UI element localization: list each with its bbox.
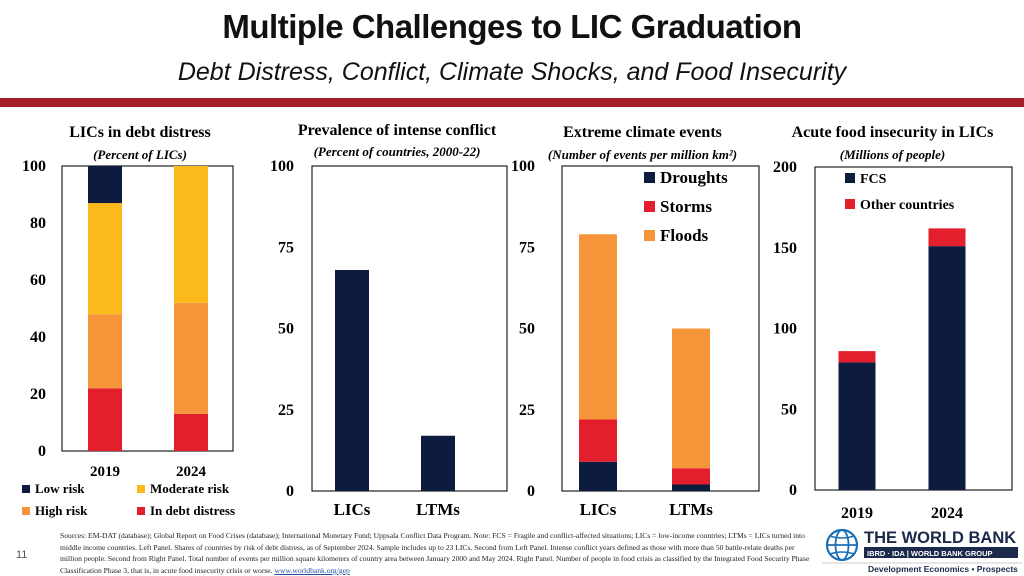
x-category-label: 2024 — [931, 505, 963, 522]
bar-segment — [174, 302, 208, 414]
bar-segment — [928, 228, 966, 247]
y-tick-label: 25 — [278, 402, 294, 419]
y-tick-label: 50 — [519, 321, 535, 338]
legend-label: In debt distress — [150, 503, 236, 518]
legend-label: High risk — [35, 503, 88, 518]
logo-sub: IBRD · IDA | WORLD BANK GROUP — [867, 549, 993, 558]
sources-text: Sources: EM-DAT (database); Global Repor… — [60, 531, 810, 575]
world-bank-logo: THE WORLD BANK IBRD · IDA | WORLD BANK G… — [822, 528, 1022, 574]
legend-label: Low risk — [35, 481, 85, 496]
title-rule — [0, 98, 1024, 107]
legend-label: Moderate risk — [150, 481, 230, 496]
panel-4-units: (Millions of people) — [839, 147, 946, 162]
y-tick-label: 0 — [527, 483, 535, 500]
y-tick-label: 100 — [22, 158, 46, 175]
plot-frame — [61, 165, 234, 452]
y-tick-label: 60 — [30, 272, 46, 289]
legend-swatch — [644, 230, 655, 241]
x-category-label: 2019 — [90, 464, 120, 480]
bar-segment — [838, 362, 876, 490]
panel-3-title: Extreme climate events — [563, 124, 722, 141]
bar-segment — [88, 388, 122, 451]
bar-segment — [672, 328, 710, 469]
legend-label: Storms — [660, 197, 712, 216]
y-tick-label: 50 — [278, 321, 294, 338]
legend-item-in-debt-distress: In debt distress — [137, 503, 235, 519]
legend-swatch — [137, 485, 145, 493]
y-tick-label: 100 — [270, 158, 294, 175]
panel-1-title: LICs in debt distress — [69, 124, 211, 141]
x-category-label: LICs — [334, 500, 371, 519]
bar-segment — [838, 351, 876, 363]
x-category-label: 2019 — [841, 505, 873, 522]
plot-frame — [311, 165, 508, 492]
bar-segment — [421, 435, 455, 491]
bar-segment — [174, 166, 208, 303]
y-tick-label: 0 — [38, 443, 46, 460]
legend-label: Droughts — [660, 168, 728, 187]
panel-4-title: Acute food insecurity in LICs — [791, 124, 994, 141]
logo-name: THE WORLD BANK — [864, 529, 1016, 547]
slide-title: Multiple Challenges to LIC Graduation — [222, 8, 802, 45]
y-tick-label: 0 — [286, 483, 294, 500]
globe-icon — [825, 528, 859, 562]
bar-segment — [174, 413, 208, 451]
x-category-label: LICs — [580, 500, 617, 519]
legend-swatch — [845, 173, 855, 183]
legend-item-moderate-risk: Moderate risk — [137, 481, 229, 497]
x-category-label: LTMs — [669, 500, 713, 519]
y-tick-label: 100 — [511, 158, 535, 175]
panel-3-units: (Number of events per million km²) — [547, 147, 738, 162]
sources-note: Sources: EM-DAT (database); Global Repor… — [60, 530, 815, 576]
bar-segment — [335, 270, 369, 491]
y-tick-label: 75 — [278, 239, 294, 256]
legend-swatch — [845, 199, 855, 209]
bar-segment — [579, 234, 617, 420]
x-category-label: LTMs — [416, 500, 460, 519]
legend-swatch — [644, 172, 655, 183]
bar-segment — [88, 314, 122, 389]
slide-subtitle: Debt Distress, Conflict, Climate Shocks,… — [177, 58, 847, 86]
y-tick-label: 75 — [519, 239, 535, 256]
panel-2-units: (Percent of countries, 2000-22) — [313, 144, 481, 159]
plot-frame — [814, 166, 1013, 491]
y-tick-label: 25 — [519, 402, 535, 419]
legend-swatch — [137, 507, 145, 515]
y-tick-label: 100 — [773, 321, 797, 338]
bar-segment — [672, 468, 710, 485]
bar-segment — [672, 484, 710, 491]
sources-link[interactable]: www.worldbank.org/gep — [274, 565, 350, 575]
panel-2-title: Prevalence of intense conflict — [297, 122, 497, 139]
legend-label: Floods — [660, 226, 709, 245]
legend-label: FCS — [860, 172, 887, 187]
y-tick-label: 50 — [781, 401, 797, 418]
y-tick-label: 20 — [30, 386, 46, 403]
logo-tagline: Development Economics • Prospects — [868, 564, 1018, 574]
panel-1-units: (Percent of LICs) — [93, 147, 187, 162]
x-category-label: 2024 — [176, 464, 207, 480]
y-tick-label: 80 — [30, 215, 46, 232]
bar-segment — [579, 419, 617, 462]
legend-label: Other countries — [860, 198, 955, 213]
y-tick-label: 40 — [30, 329, 46, 346]
legend-swatch — [644, 201, 655, 212]
legend-item-high-risk: High risk — [22, 503, 87, 519]
slide-number: 11 — [16, 549, 28, 561]
legend-swatch — [22, 507, 30, 515]
legend-swatch — [22, 485, 30, 493]
y-tick-label: 0 — [789, 482, 797, 499]
bar-segment — [928, 246, 966, 490]
y-tick-label: 150 — [773, 240, 797, 257]
plot-frame — [561, 165, 760, 492]
legend-item-low-risk: Low risk — [22, 481, 84, 497]
logo-band — [864, 547, 1018, 558]
bar-segment — [88, 203, 122, 315]
bar-segment — [579, 461, 617, 491]
bar-segment — [88, 166, 122, 204]
y-tick-label: 200 — [773, 159, 797, 176]
